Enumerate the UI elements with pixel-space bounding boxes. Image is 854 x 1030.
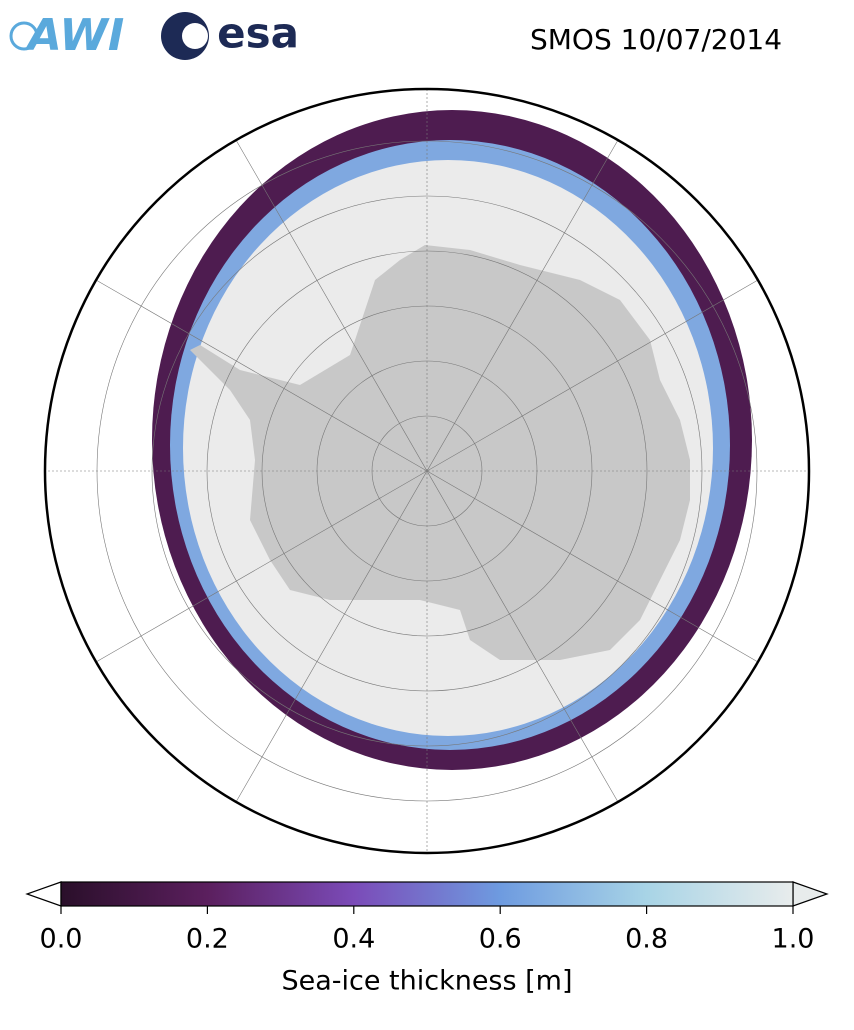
logo-text: esa [217, 9, 299, 58]
extend-max [792, 881, 829, 907]
graticule [45, 89, 809, 853]
extend-min [25, 881, 62, 907]
tick-label: 0.0 [40, 924, 83, 955]
colorbar: 0.0 0.2 0.4 0.6 0.8 1.0 [25, 881, 829, 955]
colorbar-ramp [60, 881, 794, 907]
map-border [43, 87, 811, 855]
tick-label: 0.8 [625, 924, 668, 955]
esa-logo: esa [161, 9, 299, 60]
antarctica [190, 245, 690, 660]
map [45, 89, 809, 853]
logo-text: AWI [25, 10, 125, 61]
tick-label: 0.4 [332, 924, 375, 955]
tick-label: 1.0 [772, 924, 815, 955]
title: SMOS 10/07/2014 [530, 23, 782, 56]
tick-label: 0.6 [479, 924, 522, 955]
colorbar-label: Sea-ice thickness [m] [281, 966, 572, 997]
tick-label: 0.2 [186, 924, 229, 955]
awi-logo: AWI [9, 10, 125, 61]
